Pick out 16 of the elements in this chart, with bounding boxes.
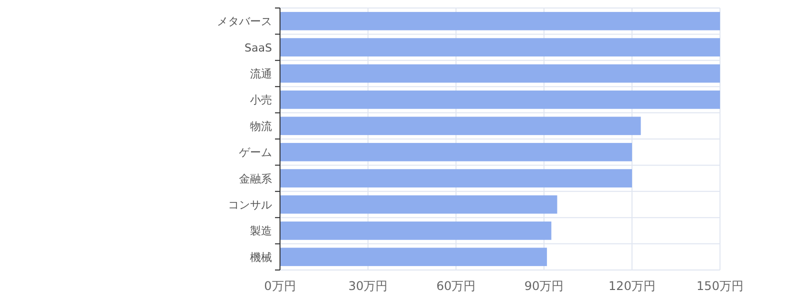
- y-tick-label: 物流: [250, 120, 272, 133]
- x-tick-label: 30万円: [348, 279, 388, 293]
- y-tick-label: 流通: [250, 68, 272, 80]
- y-tick-label: コンサル: [228, 198, 272, 212]
- y-tick-label: 金融系: [239, 172, 272, 186]
- x-tick-label: 0万円: [264, 279, 296, 293]
- y-tick-label: ゲーム: [239, 146, 272, 160]
- x-tick-label: 60万円: [436, 279, 476, 293]
- y-tick-label: 製造: [250, 224, 272, 238]
- x-tick-label: 90万円: [524, 279, 564, 293]
- y-tick-label: 小売: [250, 94, 272, 107]
- x-tick-label: 150万円: [696, 279, 744, 293]
- y-tick-label: SaaS: [244, 41, 272, 54]
- x-tick-label: 120万円: [608, 279, 656, 293]
- y-tick-label: メタバース: [217, 15, 272, 28]
- y-tick-label: 機械: [250, 250, 272, 264]
